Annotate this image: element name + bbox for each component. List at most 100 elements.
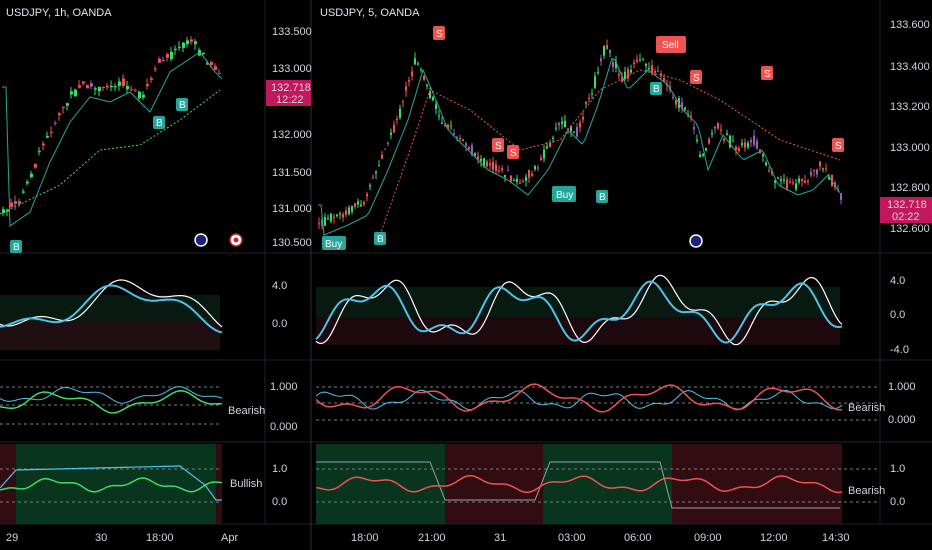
osc-left-tick-4: 4.0 (272, 280, 287, 292)
buy-signal-tag (374, 232, 386, 245)
right-price-candle (630, 70, 632, 73)
right-price-candle (525, 176, 527, 181)
right-price-candle (798, 178, 800, 183)
right-price-candle (609, 50, 611, 53)
right-price-candle (612, 62, 614, 67)
right-price-candle (654, 71, 656, 73)
left-price-candle (142, 94, 145, 98)
left-price-candle (118, 81, 121, 86)
right-price-candle (774, 180, 776, 183)
right-price-candle (375, 171, 377, 174)
buy-signal-label: Buy (325, 239, 342, 250)
right-price-candle (366, 193, 368, 197)
right-price-candle (546, 146, 548, 149)
jp-flag-dot-icon (233, 237, 239, 243)
left-time-apr: Apr (221, 532, 238, 544)
sell-signal-label: S (835, 141, 842, 152)
left-price-tag-countdown: 12:22 (276, 94, 304, 106)
left-price-candle (206, 63, 209, 65)
right-price-candle (711, 133, 713, 135)
right-price-candle (576, 127, 578, 137)
left-trend-line (0, 477, 223, 493)
right-time-1200: 12:00 (760, 532, 788, 544)
right-price-candle (495, 164, 497, 171)
right-price-candle (591, 93, 593, 95)
buy-signal-label: B (179, 100, 186, 111)
left-price-candle (2, 209, 5, 214)
left-price-candle (210, 62, 213, 65)
right-price-candle (789, 181, 791, 183)
right-price-candle (756, 140, 758, 149)
sell-signal-tag (433, 26, 445, 40)
right-price-candle (633, 62, 635, 65)
right-price-candle (324, 217, 326, 226)
right-price-candle (339, 213, 341, 215)
right-time-1800: 18:00 (351, 532, 379, 544)
left-price-tag (266, 80, 311, 106)
right-price-candle (438, 115, 440, 117)
right-price-candle (726, 133, 728, 136)
right-tick-133600: 133.600 (890, 19, 930, 31)
right-price-candle (828, 176, 830, 180)
right-price-candle (447, 124, 449, 129)
right-price-candle (471, 145, 473, 156)
right-price-candle (318, 223, 320, 225)
right-price-tag-value: 132.718 (887, 199, 927, 211)
us-flag-icon[interactable] (194, 233, 208, 247)
buy-signal-tag (322, 236, 346, 250)
right-price-candle (435, 104, 437, 110)
right-signal-line (315, 280, 843, 344)
osc-right-tick-4: 4.0 (890, 275, 905, 287)
left-price-candle (10, 202, 13, 207)
right-price-candle (489, 163, 491, 166)
trend-background-band (672, 444, 842, 524)
right-price-candle (429, 91, 431, 99)
left-trend-upper-line (0, 465, 222, 501)
left-price-candle (158, 58, 161, 63)
left-price-candle (202, 52, 205, 54)
osc-left-band-bear (0, 322, 220, 350)
sell-signal-label: Sell (662, 40, 679, 51)
left-price-candle (90, 83, 93, 87)
right-price-candle (351, 205, 353, 212)
left-price-candle (122, 78, 125, 86)
right-price-candle (735, 146, 737, 150)
right-price-candle (420, 69, 422, 71)
right-price-candle (750, 140, 752, 143)
right-tick-133400: 133.400 (890, 61, 930, 73)
buy-signal-tag (153, 116, 165, 129)
right-price-candle (585, 102, 587, 104)
left-price-candle (186, 40, 189, 45)
sell-signal-label: S (495, 141, 502, 152)
right-price-candle (702, 154, 704, 156)
right-trend-step-line (316, 461, 840, 509)
right-price-candle (483, 158, 485, 167)
buy-signal-label: B (599, 192, 606, 203)
right-price-candle (657, 70, 659, 72)
left-price-candle (26, 181, 29, 184)
sell-signal-tag (507, 145, 519, 159)
left-price-candle (18, 201, 21, 204)
right-price-candle (405, 86, 407, 91)
buy-signal-tag (552, 186, 576, 202)
sell-signal-tag (656, 36, 686, 53)
left-oscillator-line (0, 279, 223, 328)
event-icons[interactable] (194, 233, 703, 248)
right-price-candle (543, 149, 545, 159)
right-price-candle (354, 202, 356, 207)
right-price-candle (816, 169, 818, 175)
left-price-candle (138, 91, 141, 99)
right-price-candle (786, 179, 788, 189)
us-flag-icon[interactable] (689, 234, 703, 248)
left-price-candle (70, 91, 73, 95)
left-price-candle (66, 103, 69, 106)
right-price-candle (345, 210, 347, 215)
right-price-candle (453, 133, 455, 135)
right-price-candle (555, 127, 557, 129)
sell-signal-label: S (510, 148, 517, 159)
right-price-tag (880, 197, 932, 223)
left-price-candle (162, 59, 165, 61)
right-price-candle (456, 136, 458, 138)
right-time-1430: 14:30 (822, 532, 850, 544)
trend-right-tick-0: 0.0 (890, 496, 905, 508)
